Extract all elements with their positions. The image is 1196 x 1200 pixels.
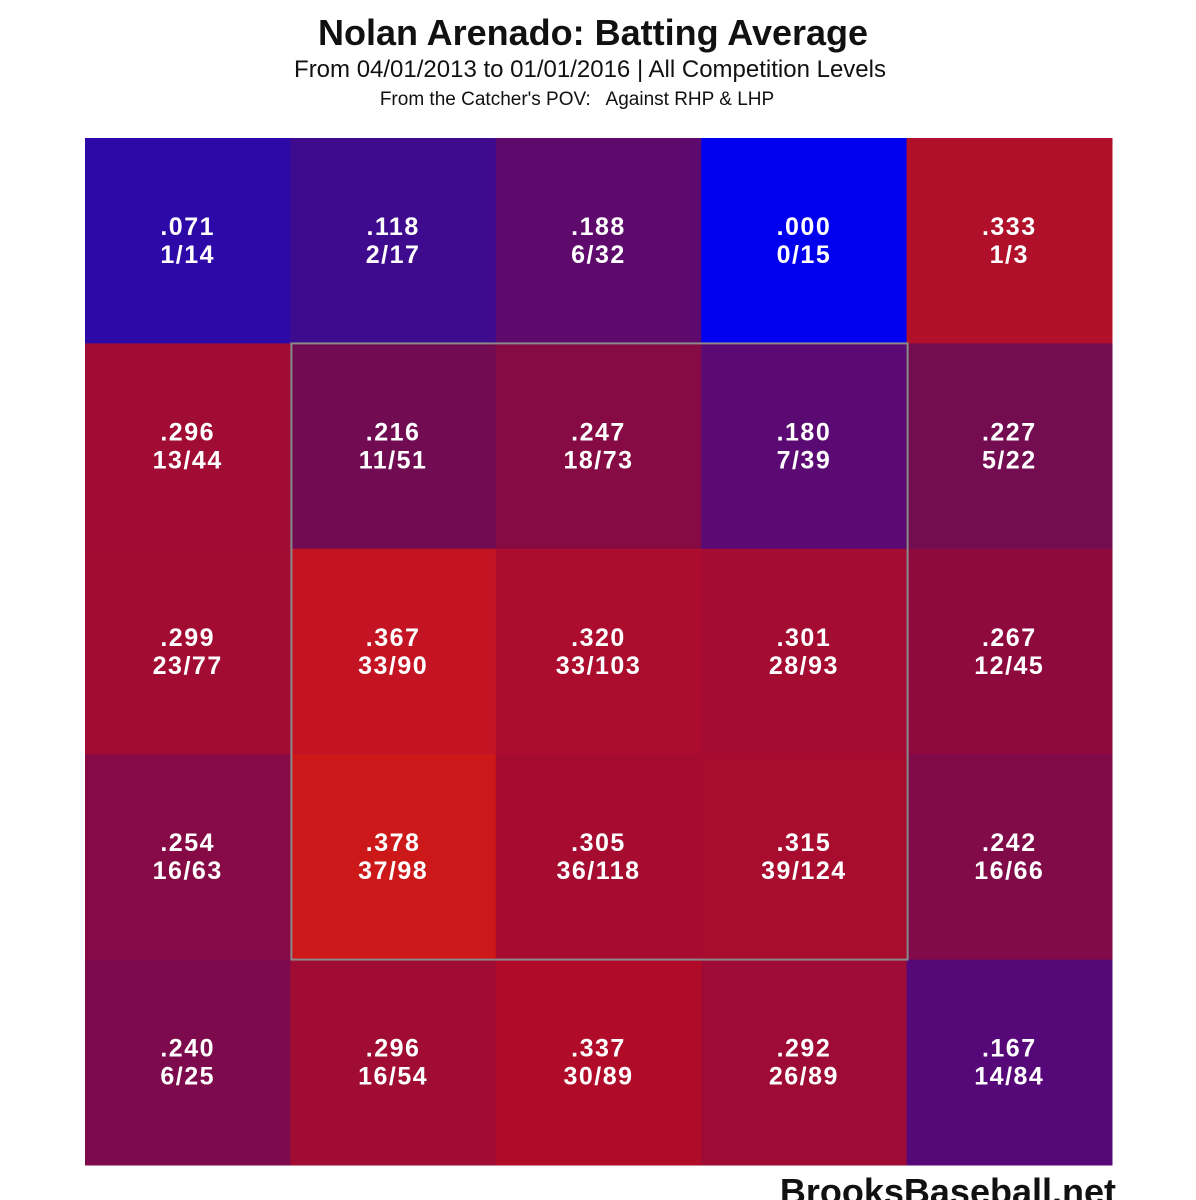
cell-value: .305 [571,829,626,857]
cell-value: .337 [571,1035,626,1063]
cell-count: 30/89 [563,1063,633,1091]
heatmap-cell [701,754,908,961]
cell-count: 18/73 [563,446,633,474]
heatmap-cell [906,138,1113,344]
heatmap-cell [85,754,291,961]
cell-value: .247 [571,418,626,446]
cell-value: .315 [777,829,832,857]
chart-title: Nolan Arenado: Batting Average [318,12,868,53]
cell-count: 16/66 [974,857,1044,885]
heatmap-cell [906,959,1113,1166]
cell-value: .367 [366,624,421,652]
cell-count: 0/15 [777,241,832,269]
heatmap-cell [85,138,291,344]
cell-value: .296 [366,1035,421,1063]
cell-value: .292 [777,1035,832,1063]
heatmap-cell [906,548,1113,755]
cell-value: .216 [366,418,421,446]
cell-count: 7/39 [777,446,832,474]
cell-value: .301 [777,624,832,652]
cell-count: 36/118 [556,857,640,885]
cell-count: 33/90 [358,652,428,680]
heatmap-cell [290,754,497,961]
cell-count: 26/89 [769,1063,839,1091]
cell-count: 12/45 [974,652,1044,680]
heatmap-cell [290,548,497,755]
cell-value: .267 [982,624,1037,652]
cell-count: 1/3 [990,241,1029,269]
cell-count: 6/32 [571,241,626,269]
cell-value: .296 [160,418,215,446]
heatmap-cell [495,959,702,1166]
heatmap-cell [701,343,908,550]
heatmap-cell [85,959,291,1166]
cell-value: .000 [777,213,832,241]
strike-zone [290,342,909,961]
cell-count: 11/51 [359,446,428,474]
heatmap-cell [290,343,497,550]
cell-count: 16/63 [153,857,223,885]
cell-count: 33/103 [556,652,641,680]
cell-value: .118 [366,213,419,241]
chart-note: From the Catcher's POV: Against RHP & LH… [380,89,774,110]
cell-count: 6/25 [160,1063,215,1091]
cell-value: .227 [982,418,1037,446]
chart-subtitle: From 04/01/2013 to 01/01/2016 | All Comp… [294,56,886,83]
cell-count: 39/124 [761,857,846,885]
cell-value: .240 [160,1035,215,1063]
cell-count: 5/22 [982,446,1037,474]
cell-count: 37/98 [358,857,428,885]
source: BrooksBaseball.net [780,1171,1116,1200]
cell-count: 1/14 [160,241,215,269]
heatmap-cell [495,138,702,344]
cell-count: 28/93 [769,652,839,680]
heatmap-cell [290,959,497,1166]
heatmap-cell [701,548,908,755]
cell-value: .167 [982,1035,1037,1063]
cell-count: 23/77 [153,652,223,680]
cell-value: .188 [571,213,626,241]
cell-value: .333 [982,213,1037,241]
heatmap-cell [906,343,1113,550]
heatmap-cell [495,343,702,550]
heatmap-cell [906,754,1113,961]
heatmap-cell [495,754,702,961]
heatmap-cell [701,138,908,344]
cell-value: .071 [160,213,215,241]
heatmap-cell [85,548,291,755]
cell-value: .242 [982,829,1037,857]
heatmap-cell [495,548,702,755]
cell-count: 16/54 [358,1063,428,1091]
heatmap-cell [290,138,497,344]
cell-value: .299 [160,624,215,652]
cell-count: 14/84 [974,1063,1044,1091]
cell-value: .180 [777,418,832,446]
heatmap-cell [701,959,908,1166]
cell-value: .254 [160,829,215,857]
cell-value: .320 [571,624,626,652]
cell-count: 13/44 [153,446,223,474]
heatmap-cell [85,343,291,550]
cell-count: 2/17 [366,241,421,269]
cell-value: .378 [366,829,421,857]
